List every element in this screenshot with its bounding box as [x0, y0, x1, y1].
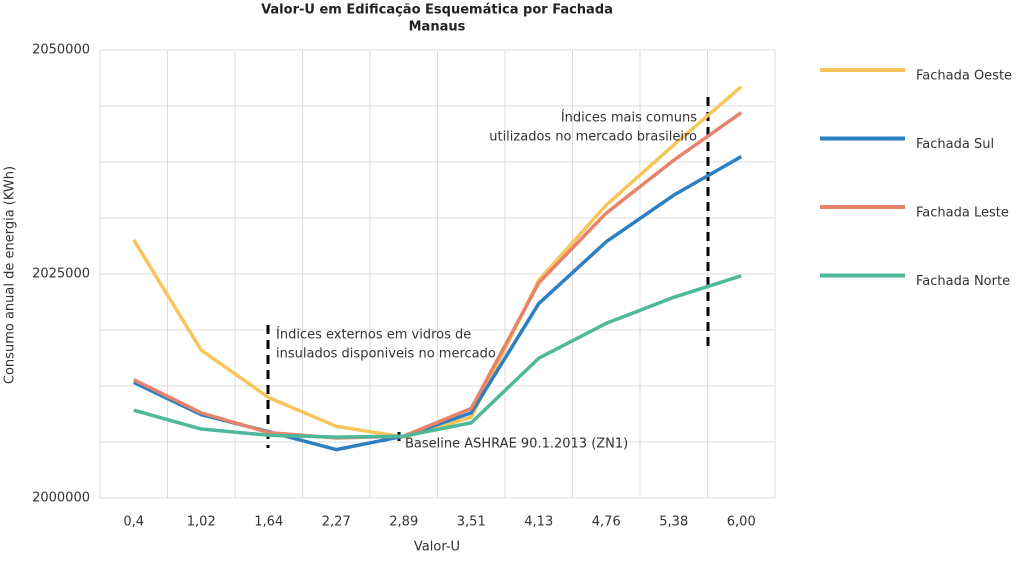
y-tick-label: 2000000 — [32, 491, 90, 506]
chart-subtitle: Manaus — [409, 20, 466, 35]
legend-label: Fachada Leste — [916, 206, 1009, 221]
annotation-text: insulados disponiveis no mercado — [276, 347, 496, 362]
annotation-text: utilizados no mercado brasileiro — [489, 130, 697, 145]
x-tick-label: 4,76 — [592, 515, 621, 530]
x-tick-label: 3,51 — [457, 515, 486, 530]
annotation-text: Índices externos em vidros de — [276, 327, 471, 343]
x-axis-label: Valor-U — [414, 540, 460, 555]
legend-label: Fachada Sul — [916, 137, 994, 152]
legend-label: Fachada Norte — [916, 274, 1010, 289]
x-tick-label: 1,64 — [254, 515, 283, 530]
x-tick-label: 0,4 — [123, 515, 144, 530]
x-tick-label: 2,89 — [389, 515, 418, 530]
y-tick-label: 2050000 — [32, 43, 90, 58]
annotation-text: Índices mais comuns — [561, 110, 697, 126]
series-lines — [132, 85, 743, 452]
y-axis-label: Consumo anual de energia (KWh) — [3, 166, 18, 384]
chart-title: Valor-U em Edificação Esquemática por Fa… — [261, 3, 613, 18]
x-tick-label: 1,02 — [187, 515, 216, 530]
x-tick-label: 5,38 — [659, 515, 688, 530]
annotation-text: Baseline ASHRAE 90.1.2013 (ZN1) — [405, 437, 628, 452]
x-tick-label: 4,13 — [524, 515, 553, 530]
x-tick-label: 6,00 — [727, 515, 756, 530]
annotation-lines — [266, 97, 710, 448]
series-line — [132, 85, 743, 439]
series-line — [132, 111, 743, 440]
x-tick-label: 2,27 — [322, 515, 351, 530]
series-line — [133, 274, 742, 439]
legend-label: Fachada Oeste — [916, 69, 1012, 84]
y-tick-label: 2025000 — [32, 267, 90, 282]
